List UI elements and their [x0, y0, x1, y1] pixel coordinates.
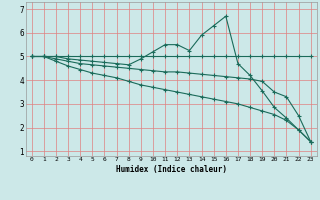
X-axis label: Humidex (Indice chaleur): Humidex (Indice chaleur)	[116, 165, 227, 174]
